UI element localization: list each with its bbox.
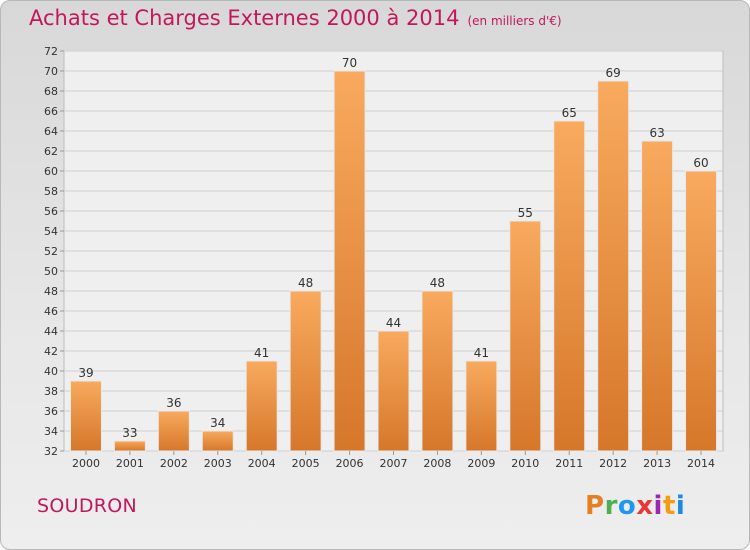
bar-2005 bbox=[289, 290, 322, 452]
x-tick-label: 2001 bbox=[116, 457, 144, 470]
bar-value-label: 70 bbox=[342, 56, 357, 70]
bar-value-label: 60 bbox=[693, 156, 708, 170]
logo-letter: x bbox=[636, 491, 654, 521]
y-tick-label: 64 bbox=[44, 125, 58, 138]
y-tick-label: 56 bbox=[44, 205, 58, 218]
bar-2004 bbox=[245, 360, 278, 452]
x-tick-label: 2010 bbox=[511, 457, 539, 470]
bar-2009 bbox=[465, 360, 498, 452]
y-tick-label: 50 bbox=[44, 265, 58, 278]
y-tick-label: 72 bbox=[44, 45, 58, 58]
logo-letter: r bbox=[604, 491, 618, 521]
y-tick-label: 52 bbox=[44, 245, 58, 258]
bar-2007 bbox=[377, 330, 410, 452]
bar-value-label: 65 bbox=[562, 106, 577, 120]
y-tick-label: 44 bbox=[44, 325, 58, 338]
bar-value-label: 36 bbox=[166, 396, 181, 410]
x-tick-label: 2003 bbox=[204, 457, 232, 470]
x-tick-label: 2013 bbox=[643, 457, 671, 470]
bar-value-label: 41 bbox=[474, 346, 489, 360]
y-tick-label: 60 bbox=[44, 165, 58, 178]
bar-2008 bbox=[421, 290, 454, 452]
x-tick-label: 2014 bbox=[687, 457, 715, 470]
y-tick-label: 62 bbox=[44, 145, 58, 158]
y-tick-label: 32 bbox=[44, 445, 58, 458]
y-tick-label: 66 bbox=[44, 105, 58, 118]
x-tick-label: 2012 bbox=[599, 457, 627, 470]
y-tick-label: 58 bbox=[44, 185, 58, 198]
bar-2001 bbox=[113, 440, 146, 452]
y-tick-label: 40 bbox=[44, 365, 58, 378]
x-tick-label: 2005 bbox=[292, 457, 320, 470]
bar-2010 bbox=[509, 220, 542, 452]
y-tick-label: 54 bbox=[44, 225, 58, 238]
bar-2014 bbox=[685, 170, 718, 452]
logo-letter: t bbox=[662, 491, 676, 521]
bar-2013 bbox=[641, 140, 674, 452]
bar-value-label: 34 bbox=[210, 416, 225, 430]
x-tick-label: 2011 bbox=[555, 457, 583, 470]
chart-title-text: Achats et Charges Externes 2000 à 2014 bbox=[29, 6, 460, 30]
bar-2003 bbox=[201, 430, 234, 452]
chart-subtitle: (en milliers d'€) bbox=[467, 14, 562, 28]
bar-value-label: 63 bbox=[649, 126, 664, 140]
y-tick-label: 48 bbox=[44, 285, 58, 298]
bar-value-label: 48 bbox=[298, 276, 313, 290]
chart-title: Achats et Charges Externes 2000 à 2014 (e… bbox=[29, 6, 562, 30]
bar-value-label: 41 bbox=[254, 346, 269, 360]
x-tick-label: 2000 bbox=[72, 457, 100, 470]
logo-letter: o bbox=[617, 491, 637, 521]
bar-value-label: 44 bbox=[386, 316, 401, 330]
bar-value-label: 69 bbox=[606, 66, 621, 80]
x-tick-label: 2008 bbox=[423, 457, 451, 470]
y-tick-label: 38 bbox=[44, 385, 58, 398]
y-tick-label: 68 bbox=[44, 85, 58, 98]
bar-value-label: 33 bbox=[122, 426, 137, 440]
logo-letter: i bbox=[653, 491, 663, 521]
commune-name: SOUDRON bbox=[37, 495, 138, 517]
bar-2006 bbox=[333, 70, 366, 452]
bar-value-label: 55 bbox=[518, 206, 533, 220]
proxiti-logo: Proxiti bbox=[585, 491, 685, 521]
y-tick-label: 34 bbox=[44, 425, 58, 438]
x-tick-label: 2009 bbox=[467, 457, 495, 470]
y-tick-label: 36 bbox=[44, 405, 58, 418]
y-axis-ticks: 32 34 36 38 40 42 44 46 48 50 52 54 56 58 60 62 64 66 68 70… bbox=[44, 45, 64, 458]
logo-letter: P bbox=[585, 491, 605, 521]
bar-value-label: 48 bbox=[430, 276, 445, 290]
y-tick-label: 46 bbox=[44, 305, 58, 318]
bar-2000 bbox=[69, 380, 102, 452]
y-tick-label: 70 bbox=[44, 65, 58, 78]
x-tick-label: 2007 bbox=[380, 457, 408, 470]
logo-letter: i bbox=[675, 491, 686, 521]
bar-value-label: 39 bbox=[78, 366, 93, 380]
x-tick-label: 2004 bbox=[248, 457, 276, 470]
x-axis-ticks: 2000 2001 2002 2003 2004 2005 2006 2007 2008 2009… bbox=[72, 451, 715, 470]
x-tick-label: 2002 bbox=[160, 457, 188, 470]
bar-2012 bbox=[597, 80, 630, 452]
y-tick-label: 42 bbox=[44, 345, 58, 358]
bar-2011 bbox=[553, 120, 586, 452]
x-tick-label: 2006 bbox=[336, 457, 364, 470]
bar-2002 bbox=[157, 410, 190, 452]
